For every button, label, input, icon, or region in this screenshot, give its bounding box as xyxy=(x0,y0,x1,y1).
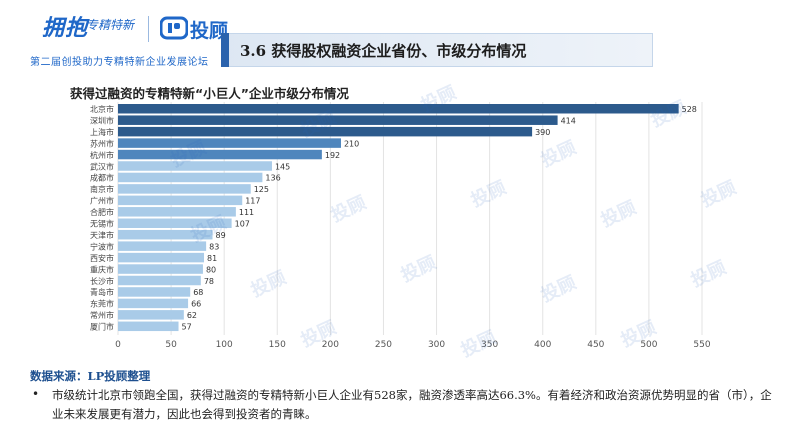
logo-main-text: 拥抱 xyxy=(42,16,89,41)
bar xyxy=(118,229,213,240)
category-label: 南京市 xyxy=(90,184,114,194)
logo-script-text: 专精特新 xyxy=(86,18,135,32)
bar xyxy=(118,161,272,171)
bar xyxy=(118,321,179,332)
x-tick-label: 200 xyxy=(322,340,339,350)
value-label: 192 xyxy=(325,151,340,160)
bar xyxy=(118,275,201,286)
x-tick-label: 0 xyxy=(115,340,121,350)
value-label: 107 xyxy=(235,220,250,229)
value-label: 145 xyxy=(275,162,290,171)
category-label: 杭州市 xyxy=(90,150,114,160)
value-label: 57 xyxy=(182,323,192,332)
bullet-marker: • xyxy=(32,387,40,401)
x-tick-label: 550 xyxy=(693,340,710,350)
value-label: 62 xyxy=(187,311,197,320)
value-label: 83 xyxy=(209,242,219,251)
value-label: 111 xyxy=(239,208,254,217)
forum-subtitle: 第二届创投助力专精特新企业发展论坛 xyxy=(30,57,209,68)
logo-divider xyxy=(148,16,149,42)
value-label: 78 xyxy=(204,277,214,286)
bar xyxy=(118,207,236,217)
chart-title: 获得过融资的专精特新“小巨人”企业市级分布情况 xyxy=(70,86,349,101)
bar xyxy=(118,184,251,194)
value-label: 210 xyxy=(344,139,359,148)
category-label: 广州市 xyxy=(90,196,114,206)
value-label: 80 xyxy=(206,265,216,274)
bar xyxy=(118,126,533,137)
bar xyxy=(118,115,558,125)
value-label: 66 xyxy=(191,300,201,309)
bar xyxy=(118,287,191,297)
section-title-accent xyxy=(221,33,229,67)
category-label: 成都市 xyxy=(90,173,114,183)
category-label: 深圳市 xyxy=(90,115,114,125)
value-label: 68 xyxy=(193,288,203,297)
summary-text: 市级统计北京市领跑全国，获得过融资的专精特新小巨人企业有528家，融资渗透率高达… xyxy=(52,388,772,421)
bar xyxy=(118,310,184,320)
bar xyxy=(118,195,243,206)
bar xyxy=(118,172,263,183)
brand-name: 投顾 xyxy=(190,20,229,42)
x-tick-label: 250 xyxy=(375,340,392,350)
category-label: 青岛市 xyxy=(90,287,114,297)
category-label: 宁波市 xyxy=(90,241,114,251)
x-tick-label: 350 xyxy=(481,340,498,350)
value-label: 136 xyxy=(265,174,280,183)
bar xyxy=(118,241,207,251)
section-title-box xyxy=(221,33,653,67)
category-label: 重庆市 xyxy=(90,264,114,274)
lp-logo-icon xyxy=(160,16,188,40)
value-label: 528 xyxy=(682,105,697,114)
value-label: 117 xyxy=(245,197,260,206)
bar-chart: 0 50 100 150 200 250 300 350 400 450 500 550 北京市 528 深… xyxy=(90,102,711,350)
category-label: 苏州市 xyxy=(90,138,114,148)
x-tick-label: 450 xyxy=(587,340,604,350)
bar xyxy=(118,104,679,114)
bar xyxy=(118,138,341,148)
bar xyxy=(118,264,203,274)
category-label: 长沙市 xyxy=(90,276,114,286)
category-label: 常州市 xyxy=(90,310,114,320)
category-label: 合肥市 xyxy=(90,207,114,217)
data-source: 数据来源：LP投顾整理 xyxy=(30,369,151,383)
category-label: 天津市 xyxy=(90,230,114,240)
x-tick-label: 100 xyxy=(216,340,233,350)
bar xyxy=(118,298,189,309)
value-label: 89 xyxy=(216,231,226,240)
category-label: 东莞市 xyxy=(90,299,114,309)
category-label: 上海市 xyxy=(90,127,114,137)
category-label: 武汉市 xyxy=(90,161,114,171)
value-label: 390 xyxy=(535,128,550,137)
value-label: 414 xyxy=(561,116,576,125)
x-tick-label: 50 xyxy=(165,340,177,350)
value-label: 81 xyxy=(207,254,217,263)
bar xyxy=(118,149,322,160)
value-label: 125 xyxy=(254,185,269,194)
category-label: 无锡市 xyxy=(90,219,114,229)
section-title: 3.6 获得股权融资企业省份、市级分布情况 xyxy=(240,42,527,60)
category-label: 北京市 xyxy=(90,104,114,114)
x-tick-label: 300 xyxy=(428,340,445,350)
bar xyxy=(118,252,205,263)
category-label: 西安市 xyxy=(90,253,114,263)
x-tick-label: 150 xyxy=(269,340,286,350)
x-tick-label: 400 xyxy=(534,340,551,350)
bar xyxy=(118,218,232,228)
x-tick-label: 500 xyxy=(640,340,657,350)
category-label: 厦门市 xyxy=(90,322,114,332)
